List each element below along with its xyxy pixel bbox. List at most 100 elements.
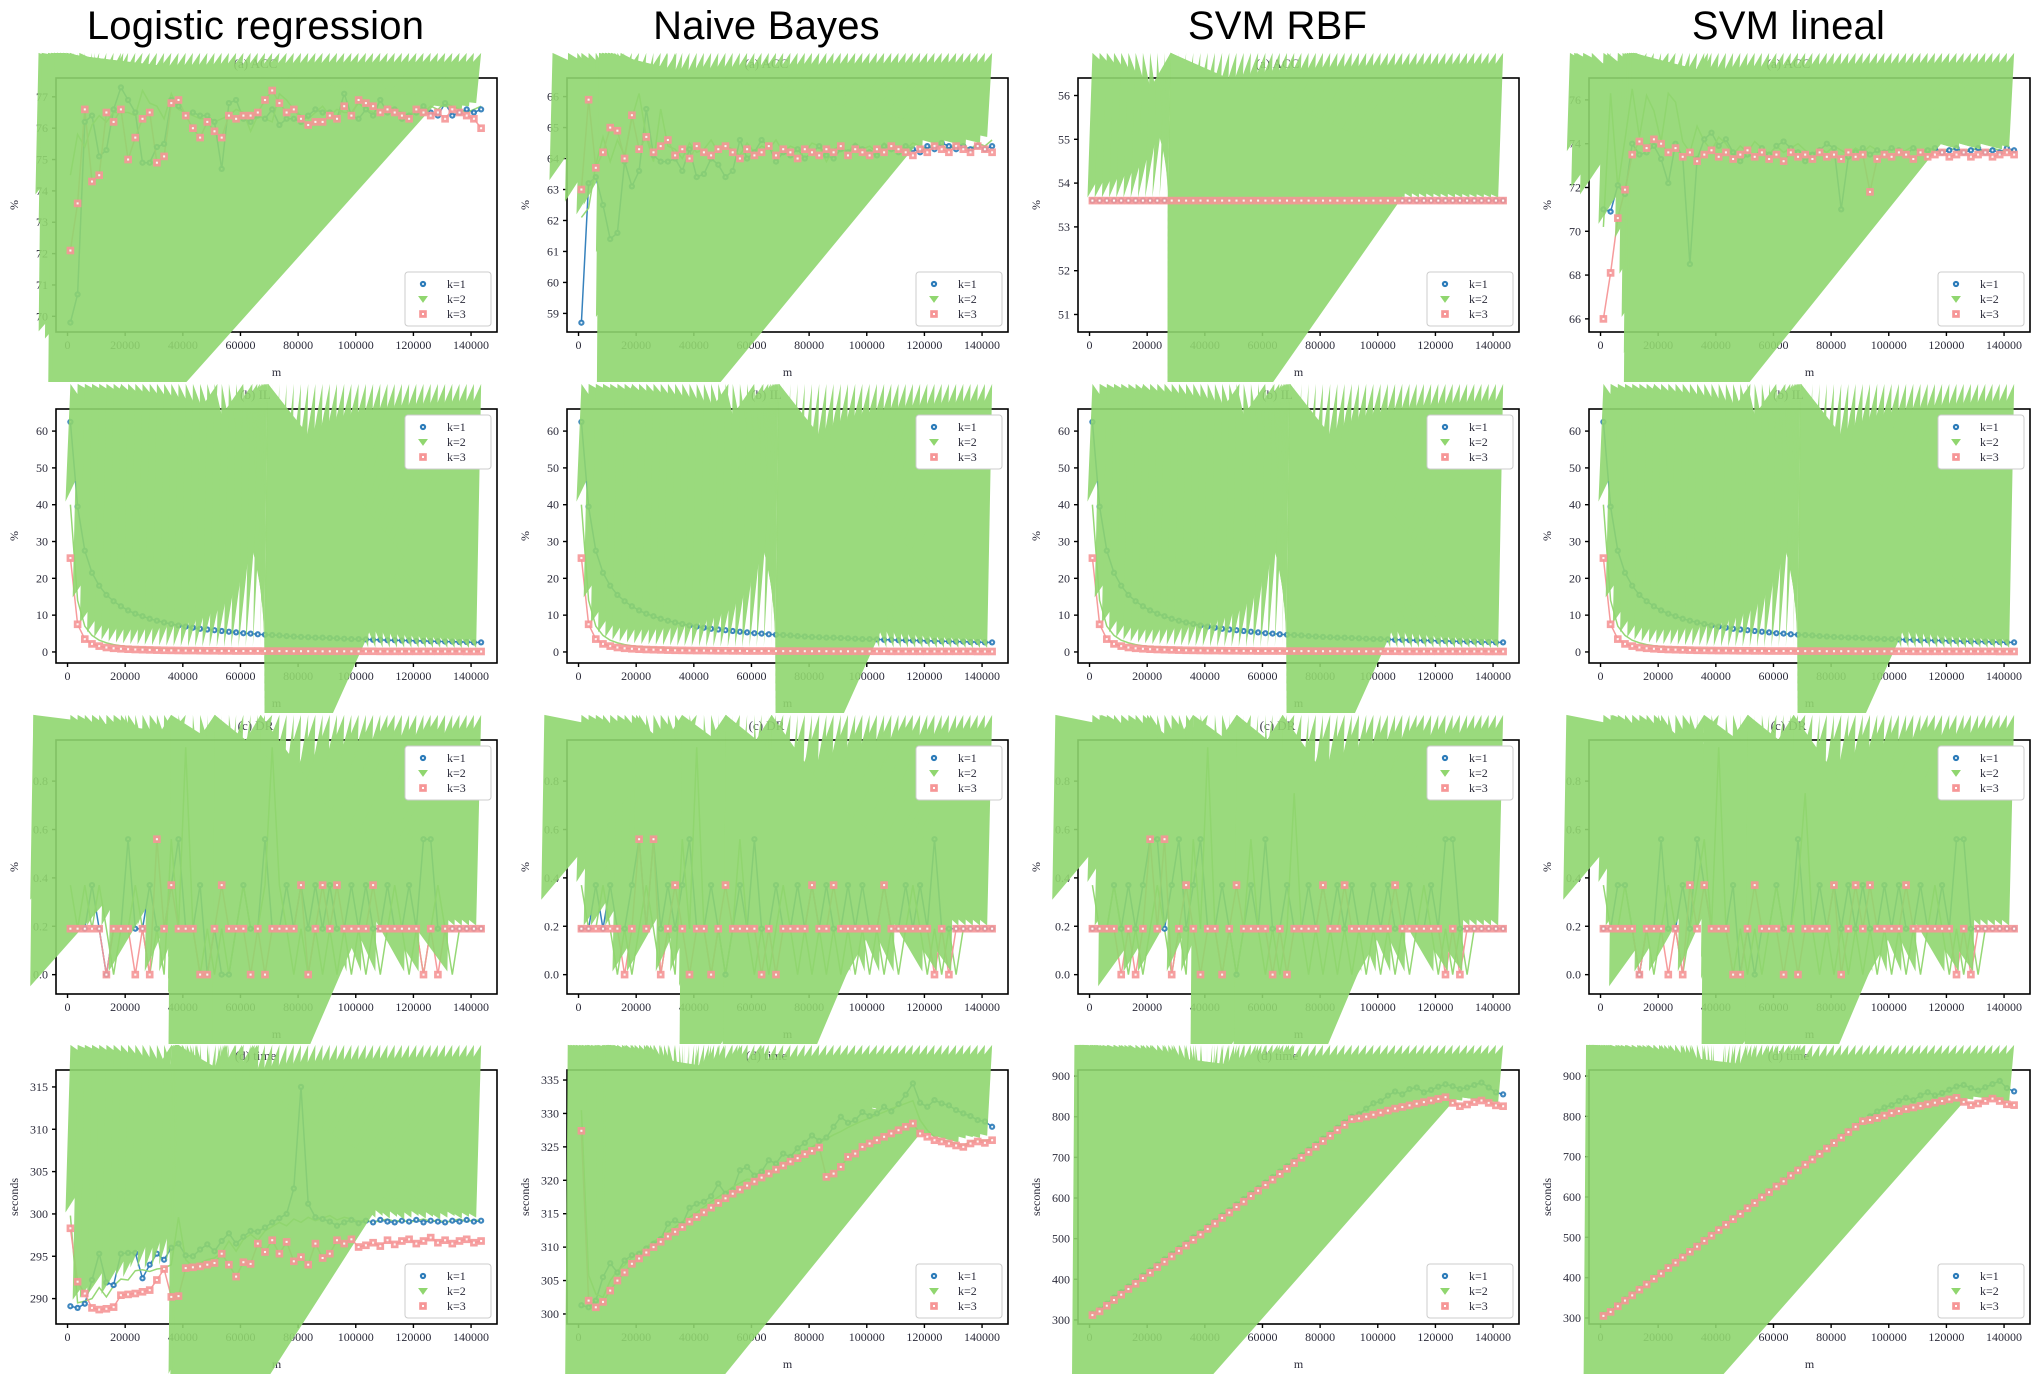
svg-text:30: 30 <box>36 534 48 548</box>
panel-nb-il: (b) IL0200004000060000800001000001200001… <box>511 383 1022 714</box>
panel-lr-time: (d) time02000040000600008000010000012000… <box>0 1044 511 1375</box>
svg-text:100000: 100000 <box>849 1330 885 1344</box>
svg-text:100000: 100000 <box>338 338 374 352</box>
svg-text:k=2: k=2 <box>447 766 466 780</box>
svg-text:53: 53 <box>1058 220 1070 234</box>
svg-text:k=1: k=1 <box>1469 277 1488 291</box>
svg-text:k=2: k=2 <box>447 435 466 449</box>
svg-text:315: 315 <box>30 1080 48 1094</box>
svg-text:k=2: k=2 <box>1469 292 1488 306</box>
svg-text:60000: 60000 <box>1247 1330 1277 1344</box>
svg-text:305: 305 <box>30 1165 48 1179</box>
svg-text:59: 59 <box>547 306 559 320</box>
svg-text:295: 295 <box>30 1250 48 1264</box>
svg-text:20000: 20000 <box>621 669 651 683</box>
svg-text:k=2: k=2 <box>958 435 977 449</box>
svg-text:20: 20 <box>36 571 48 585</box>
svg-text:k=2: k=2 <box>447 1284 466 1298</box>
svg-text:10: 10 <box>547 608 559 622</box>
svg-text:m: m <box>783 1357 793 1371</box>
svg-text:10: 10 <box>36 608 48 622</box>
svg-text:0: 0 <box>42 645 48 659</box>
svg-text:30: 30 <box>547 534 559 548</box>
svg-text:60000: 60000 <box>736 669 766 683</box>
svg-text:k=1: k=1 <box>1980 277 1999 291</box>
svg-text:60000: 60000 <box>225 338 255 352</box>
svg-text:140000: 140000 <box>964 1330 1000 1344</box>
svg-text:k=1: k=1 <box>447 277 466 291</box>
panel-svmlin-acc: (a) ACC020000400006000080000100000120000… <box>1533 52 2044 383</box>
svg-text:%: % <box>518 862 532 872</box>
svg-text:40000: 40000 <box>1701 669 1731 683</box>
svg-text:500: 500 <box>1052 1232 1070 1246</box>
column-title-4: SVM lineal <box>1691 3 1886 48</box>
svg-text:60: 60 <box>36 424 48 438</box>
svg-text:k=3: k=3 <box>1469 307 1488 321</box>
svg-text:%: % <box>7 862 21 872</box>
svg-text:80000: 80000 <box>1305 338 1335 352</box>
svg-text:140000: 140000 <box>1475 1330 1511 1344</box>
svg-text:320: 320 <box>541 1174 559 1188</box>
svg-text:61: 61 <box>547 244 559 258</box>
svg-text:k=3: k=3 <box>447 1299 466 1313</box>
svg-text:600: 600 <box>1052 1191 1070 1205</box>
plot-area: 0200004000060000800001000001200001400000… <box>0 714 511 1045</box>
svg-text:40000: 40000 <box>679 669 709 683</box>
svg-text:0: 0 <box>1598 669 1604 683</box>
svg-text:51: 51 <box>1058 307 1070 321</box>
svg-text:0.2: 0.2 <box>544 919 559 933</box>
svg-text:50: 50 <box>36 461 48 475</box>
svg-text:70: 70 <box>1569 224 1581 238</box>
svg-text:k=2: k=2 <box>958 1284 977 1298</box>
svg-text:300: 300 <box>1052 1313 1070 1327</box>
panel-svmrbf-acc: (a) ACC020000400006000080000100000120000… <box>1022 52 1533 383</box>
panel-svmlin-time: (d) time02000040000600008000010000012000… <box>1533 1044 2044 1375</box>
svg-text:k=1: k=1 <box>1469 751 1488 765</box>
svg-text:305: 305 <box>541 1274 559 1288</box>
svg-text:55: 55 <box>1058 132 1070 146</box>
svg-text:%: % <box>1540 862 1554 872</box>
plot-area: 0200004000060000800001000001200001400006… <box>1533 52 2044 383</box>
svg-text:325: 325 <box>541 1140 559 1154</box>
svg-text:0: 0 <box>1598 1000 1604 1014</box>
svg-text:k=1: k=1 <box>958 277 977 291</box>
svg-text:120000: 120000 <box>395 1330 431 1344</box>
plot-area: 0200004000060000800001000001200001400003… <box>1022 1044 1533 1375</box>
svg-text:k=1: k=1 <box>447 420 466 434</box>
svg-text:100000: 100000 <box>1871 1000 1907 1014</box>
column-title-1: Logistic regression <box>86 3 425 48</box>
svg-text:66: 66 <box>1569 312 1581 326</box>
svg-text:40: 40 <box>1058 497 1070 511</box>
svg-text:20000: 20000 <box>110 669 140 683</box>
svg-text:20: 20 <box>547 571 559 585</box>
svg-text:120000: 120000 <box>906 1330 942 1344</box>
panel-nb-acc: (a) ACC020000400006000080000100000120000… <box>511 52 1022 383</box>
svg-text:50: 50 <box>547 461 559 475</box>
svg-text:%: % <box>1029 200 1043 210</box>
svg-text:120000: 120000 <box>1928 338 1964 352</box>
column-title-2: Naive Bayes <box>653 3 880 48</box>
svg-text:140000: 140000 <box>1475 669 1511 683</box>
svg-text:80000: 80000 <box>283 338 313 352</box>
svg-text:700: 700 <box>1052 1151 1070 1165</box>
svg-text:100000: 100000 <box>1871 338 1907 352</box>
svg-text:40: 40 <box>1569 497 1581 511</box>
svg-text:335: 335 <box>541 1073 559 1087</box>
svg-text:k=3: k=3 <box>958 1299 977 1313</box>
svg-text:80000: 80000 <box>794 338 824 352</box>
svg-text:0.0: 0.0 <box>1055 967 1070 981</box>
svg-text:20000: 20000 <box>110 1330 140 1344</box>
svg-text:k=3: k=3 <box>447 450 466 464</box>
svg-text:k=1: k=1 <box>447 1269 466 1283</box>
svg-text:k=3: k=3 <box>447 307 466 321</box>
plot-area: 0200004000060000800001000001200001400003… <box>1533 1044 2044 1375</box>
panel-svmrbf-il: (b) IL0200004000060000800001000001200001… <box>1022 383 1533 714</box>
svg-text:120000: 120000 <box>1928 669 1964 683</box>
svg-text:120000: 120000 <box>1928 1000 1964 1014</box>
svg-text:400: 400 <box>1052 1273 1070 1287</box>
svg-text:62: 62 <box>547 213 559 227</box>
svg-text:k=1: k=1 <box>958 420 977 434</box>
svg-text:20000: 20000 <box>110 1000 140 1014</box>
plot-area: 0200004000060000800001000001200001400000… <box>1533 714 2044 1045</box>
